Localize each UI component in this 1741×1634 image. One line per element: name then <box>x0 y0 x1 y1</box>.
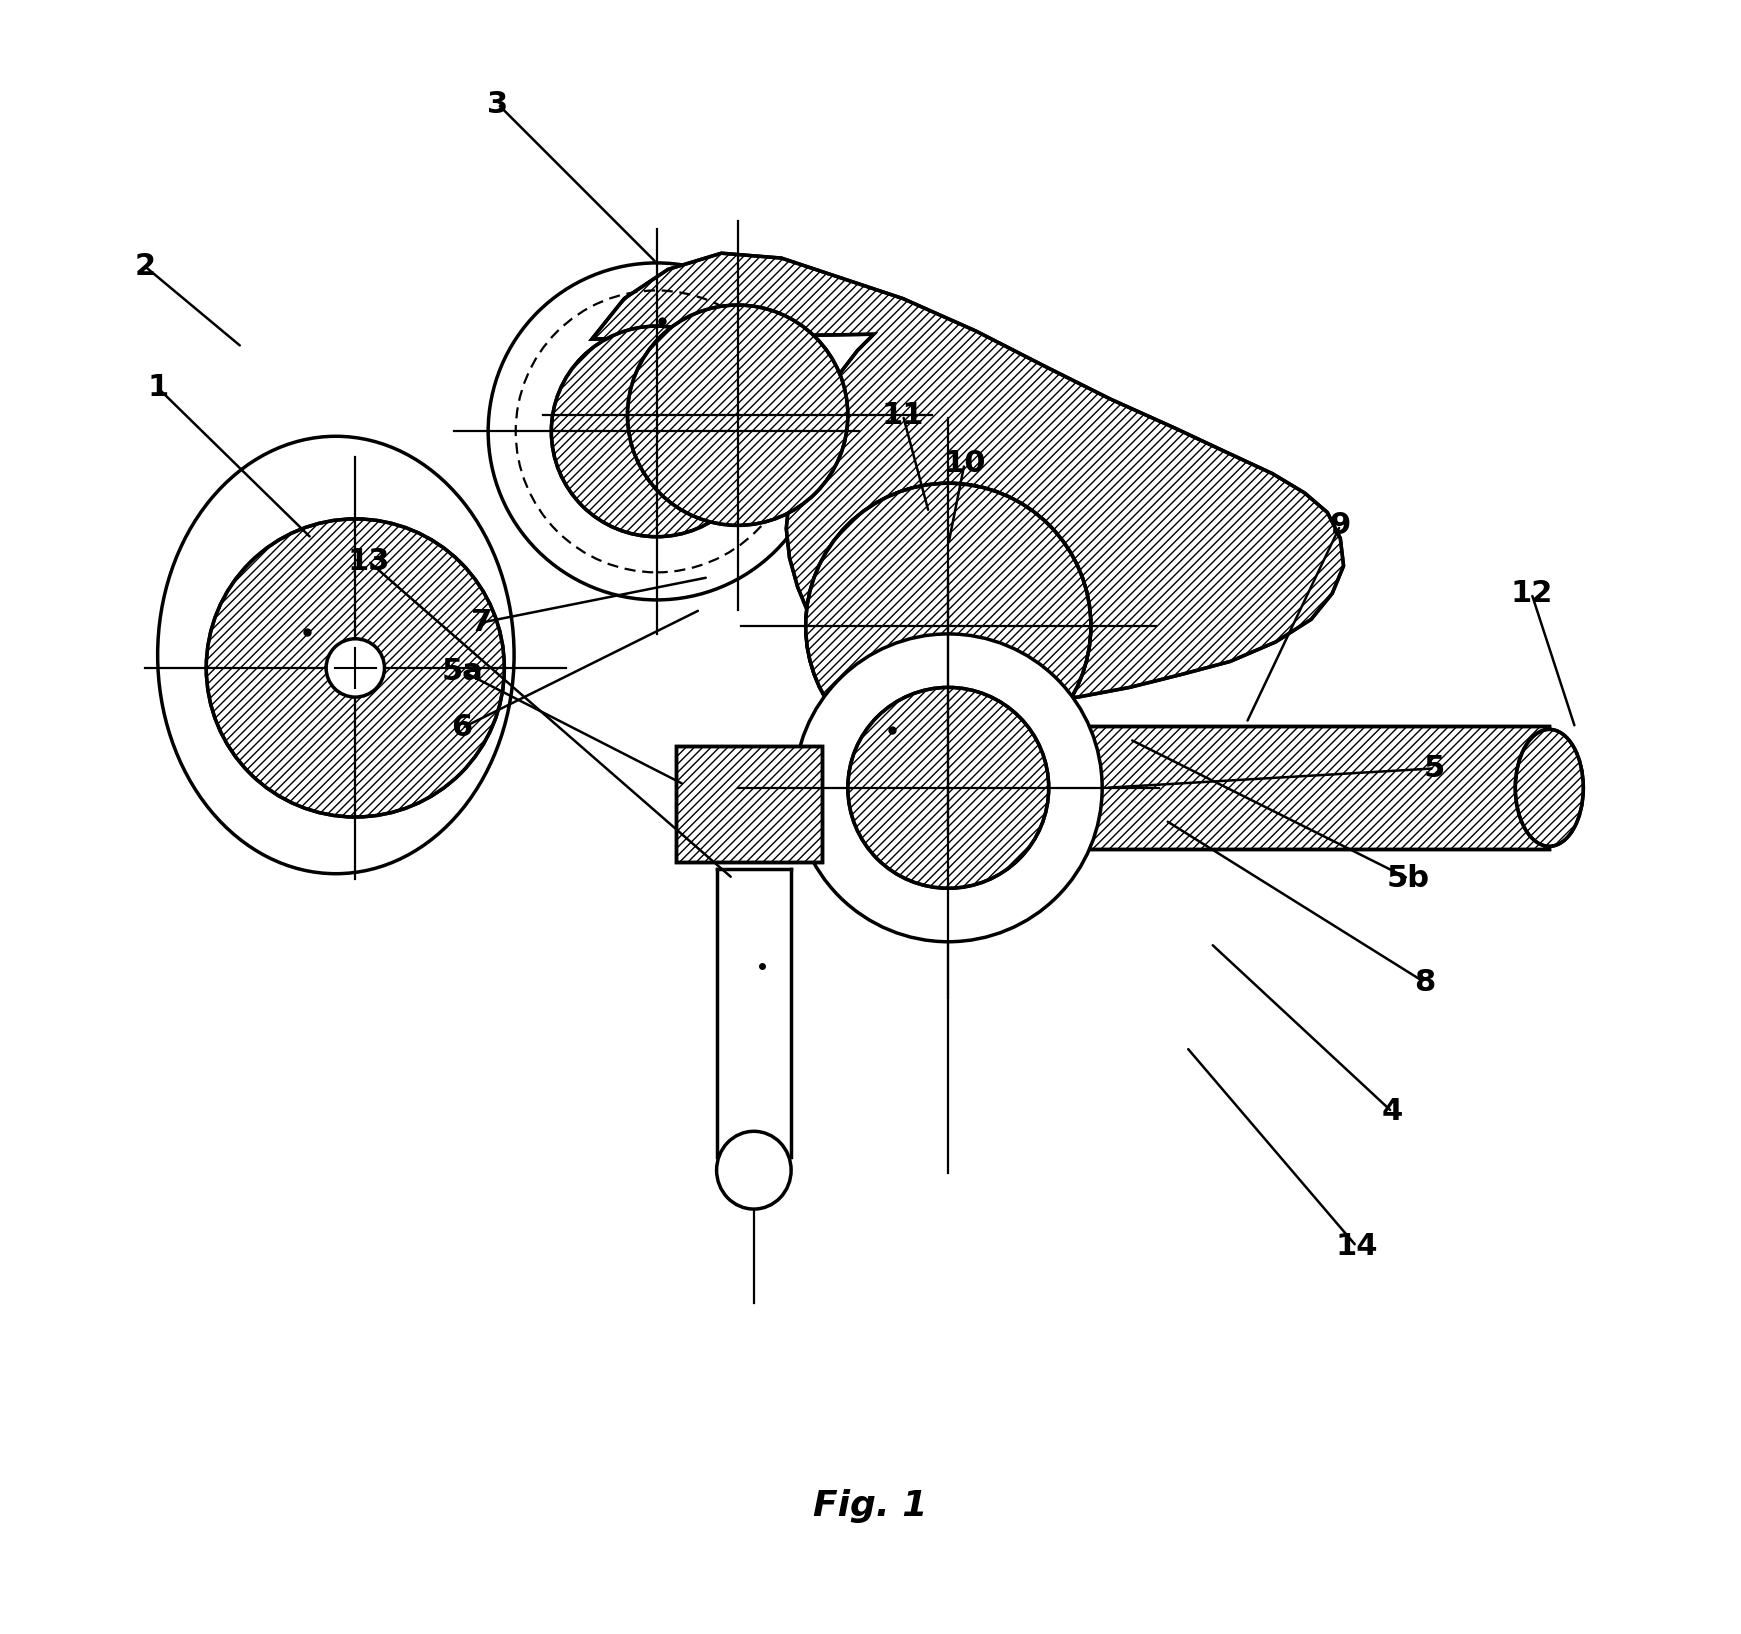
Text: Fig. 1: Fig. 1 <box>813 1489 928 1523</box>
Circle shape <box>326 639 385 698</box>
Text: 5: 5 <box>1424 753 1445 783</box>
Circle shape <box>848 688 1048 889</box>
Text: 8: 8 <box>1414 967 1435 997</box>
Text: 9: 9 <box>1330 511 1351 539</box>
Circle shape <box>552 327 763 536</box>
Polygon shape <box>676 745 822 863</box>
Ellipse shape <box>1515 729 1583 846</box>
Text: 14: 14 <box>1335 1232 1377 1261</box>
Polygon shape <box>592 253 1344 701</box>
Text: 7: 7 <box>472 608 493 637</box>
Text: 4: 4 <box>1382 1098 1403 1126</box>
Text: 10: 10 <box>944 449 985 479</box>
Circle shape <box>806 484 1092 768</box>
Circle shape <box>806 484 1092 768</box>
Circle shape <box>627 306 848 526</box>
Ellipse shape <box>717 1131 790 1209</box>
Text: 3: 3 <box>487 90 508 119</box>
Circle shape <box>205 520 505 817</box>
Text: 12: 12 <box>1511 578 1553 608</box>
Polygon shape <box>1090 725 1549 850</box>
Text: 2: 2 <box>134 252 155 281</box>
Ellipse shape <box>158 436 514 874</box>
Text: 1: 1 <box>146 373 169 402</box>
Circle shape <box>487 263 825 600</box>
Text: 5b: 5b <box>1388 864 1429 894</box>
Text: 13: 13 <box>346 546 390 575</box>
Circle shape <box>794 634 1102 941</box>
Text: 6: 6 <box>451 714 474 742</box>
Text: 5a: 5a <box>442 657 482 686</box>
Text: 11: 11 <box>881 400 924 430</box>
